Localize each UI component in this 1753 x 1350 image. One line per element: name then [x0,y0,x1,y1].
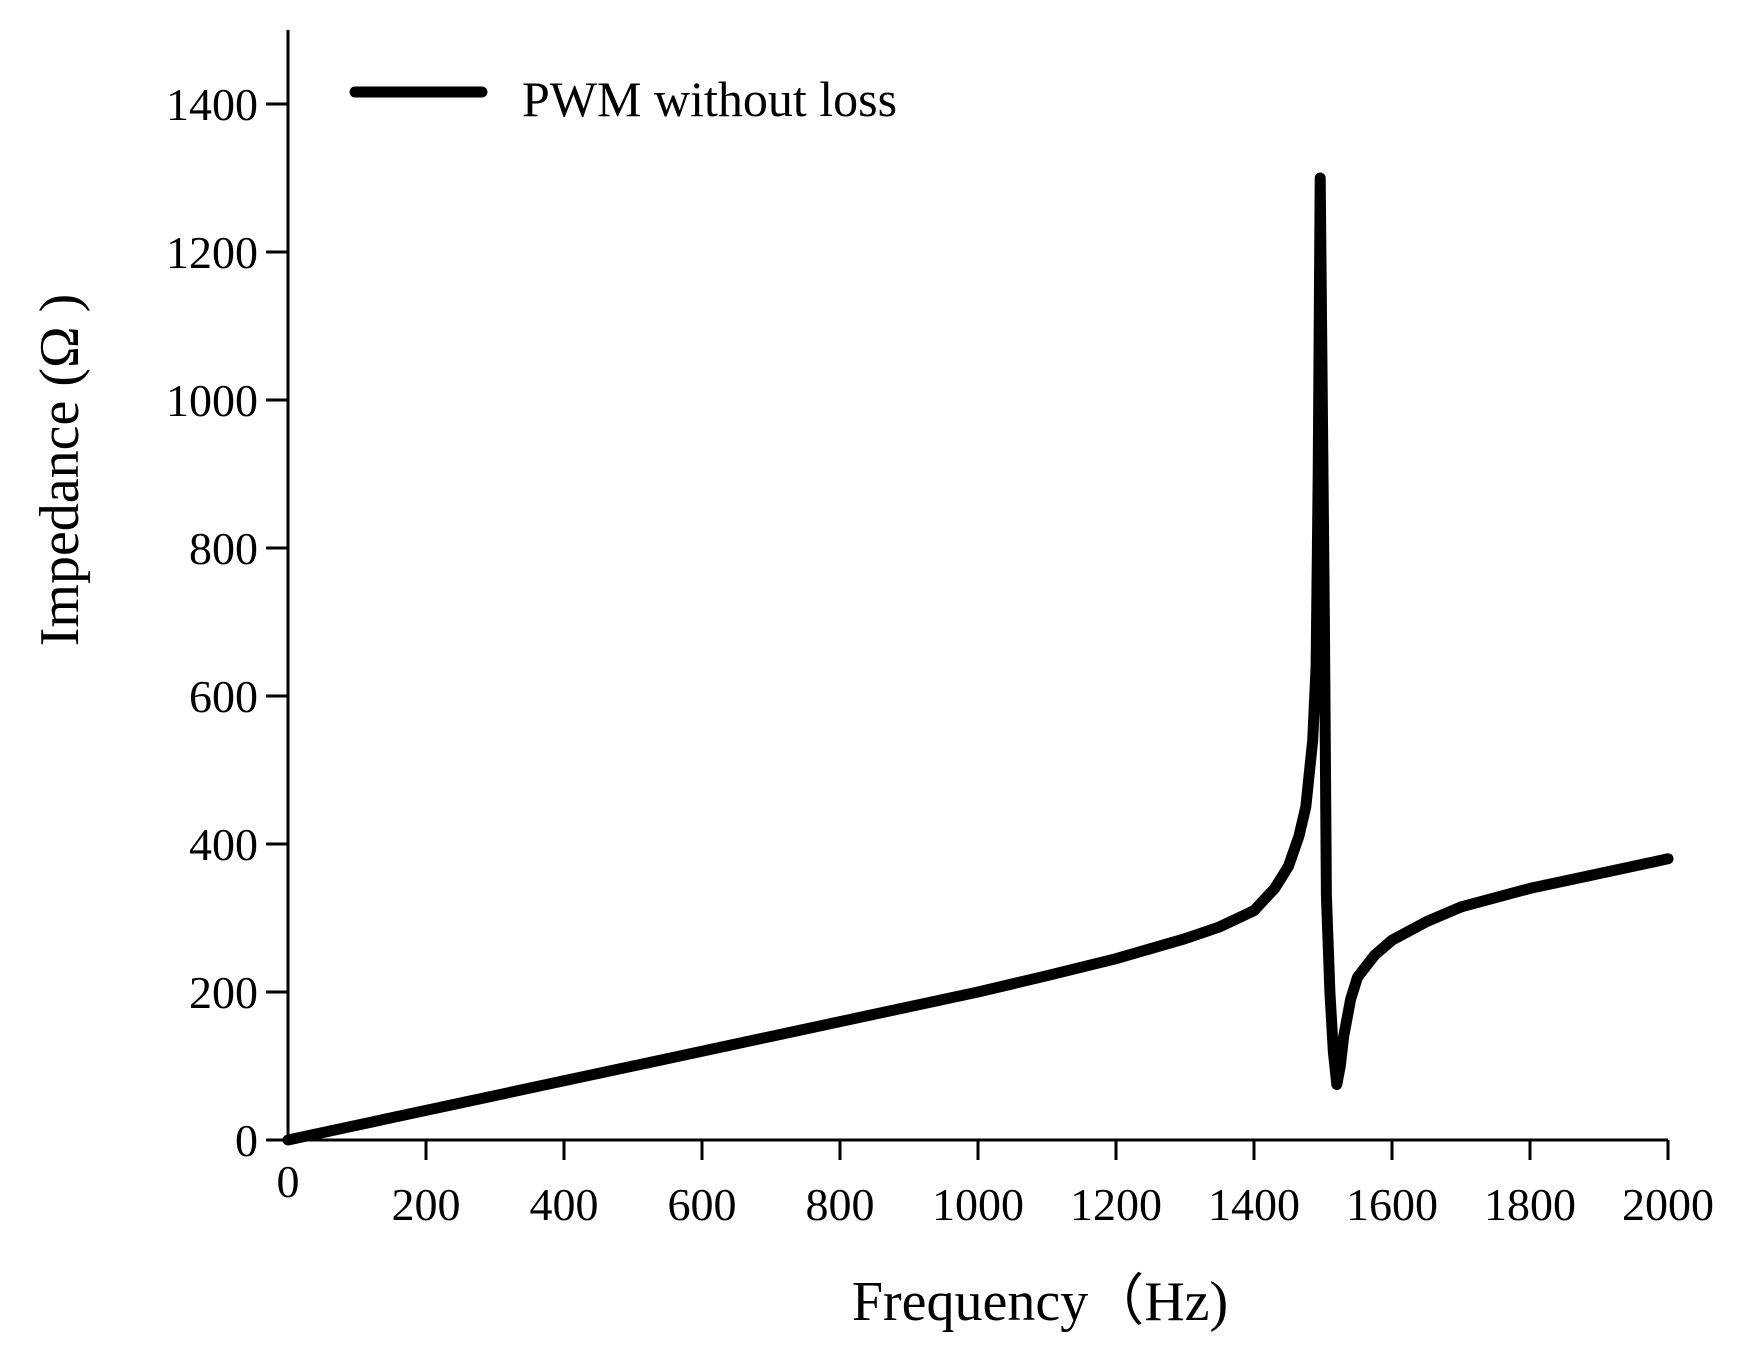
x-tick-label: 600 [668,1179,737,1230]
x-tick-label: 1400 [1208,1179,1300,1230]
y-tick-label: 400 [189,819,258,870]
x-tick-label: 200 [392,1179,461,1230]
y-axis-ticks: 200 400 600 800 1000 1200 1400 [166,79,288,1018]
x-origin-label: 0 [277,1156,300,1207]
x-tick-label: 1200 [1070,1179,1162,1230]
y-tick-label: 200 [189,967,258,1018]
y-tick-label: 1200 [166,227,258,278]
y-tick-label: 600 [189,671,258,722]
x-tick-label: 1600 [1346,1179,1438,1230]
y-axis-title: Impedance (Ω ) [29,294,91,647]
series-line [282,172,1674,1146]
x-tick-label: 400 [530,1179,599,1230]
y-tick-label: 800 [189,523,258,574]
legend: PWM without loss [349,71,897,127]
axes [266,30,1668,1142]
x-tick-label: 1000 [932,1179,1024,1230]
y-origin-label: 0 [235,1115,258,1166]
plot-area [282,172,1674,1146]
x-tick-label: 2000 [1622,1179,1714,1230]
x-axis-ticks: 200 400 600 800 1000 1200 1400 1600 1800 2000 [392,1140,1714,1230]
y-tick-label: 1000 [166,375,258,426]
x-tick-label: 800 [806,1179,875,1230]
x-tick-label: 1800 [1484,1179,1576,1230]
x-axis-title: Frequency（Hz) [852,1271,1228,1333]
legend-label: PWM without loss [522,71,897,127]
y-tick-label: 1400 [166,79,258,130]
